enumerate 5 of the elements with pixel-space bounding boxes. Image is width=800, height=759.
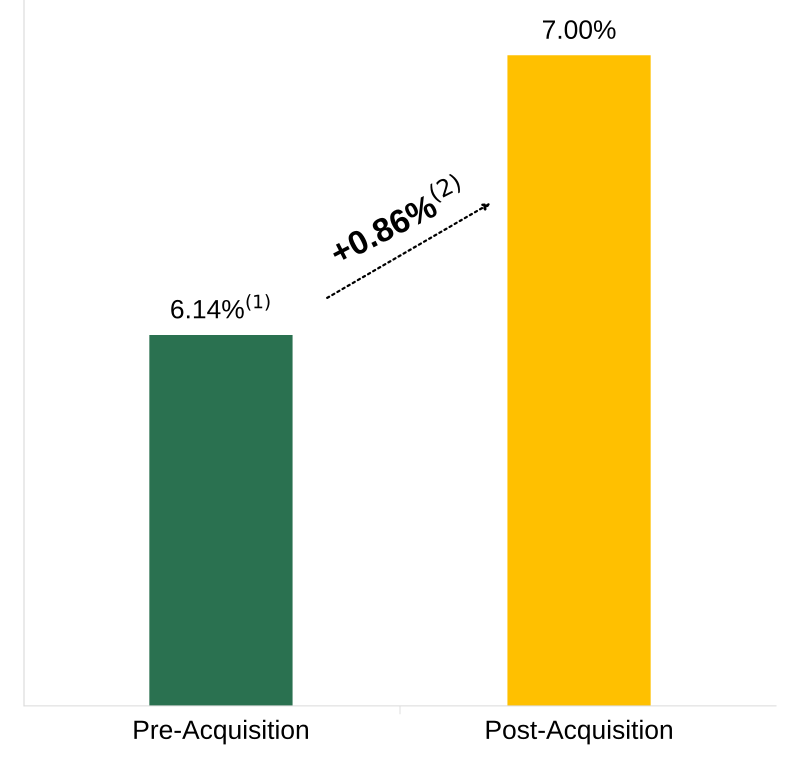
data-label: 7.00%	[542, 20, 616, 39]
annotation: +0.86%$^{(2)}$	[325, 172, 468, 266]
x-tick-label: Post-Acquisition	[486, 720, 672, 744]
data-label: 6.14%$^{(1)}$	[171, 294, 270, 319]
x-tick-label: Pre-Acquisition	[134, 720, 308, 744]
